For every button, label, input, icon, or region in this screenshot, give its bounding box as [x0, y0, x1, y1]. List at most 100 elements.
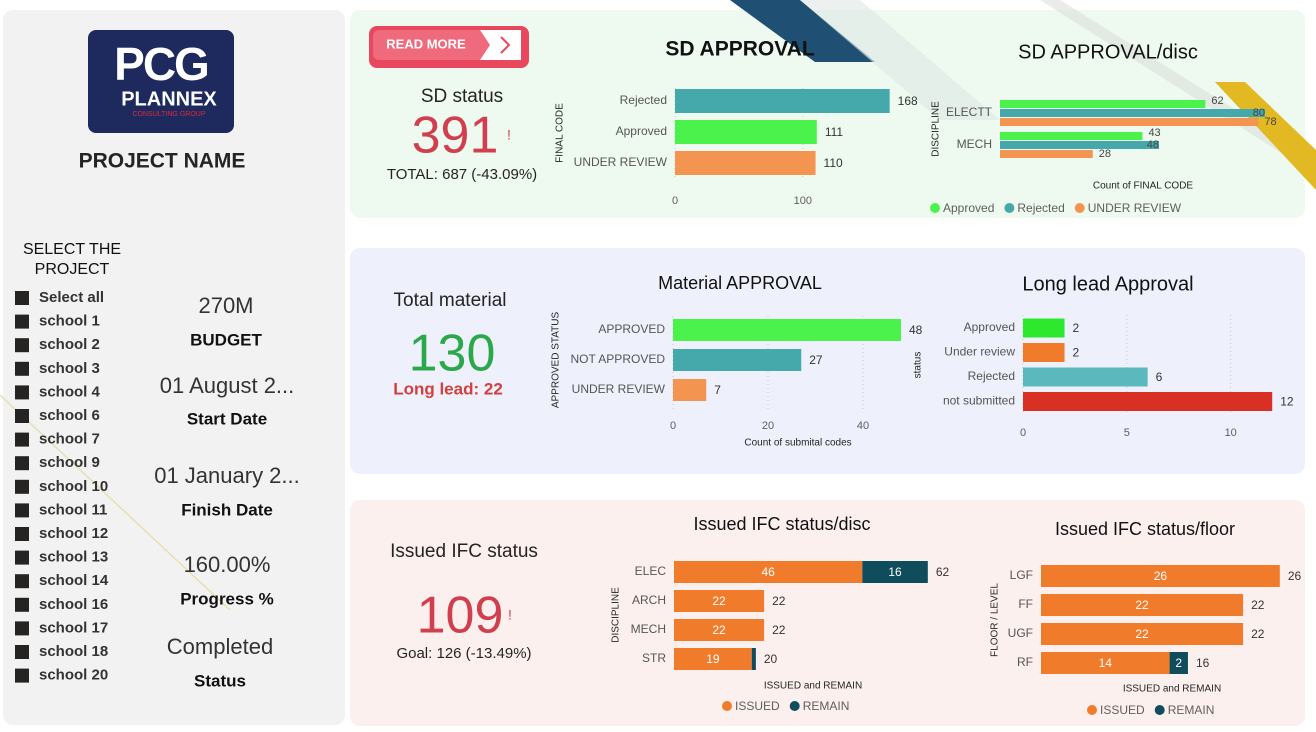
checkbox — [15, 621, 29, 636]
segment-label: 22 — [1135, 598, 1149, 612]
x-tick-label: 5 — [1124, 427, 1130, 439]
value-label: 27 — [809, 353, 823, 367]
segment-label: 19 — [706, 652, 720, 666]
filter-label: school 18 — [39, 643, 108, 660]
value-label: 111 — [825, 125, 844, 139]
y-axis-label: FLOOR / LEVEL — [990, 583, 1001, 657]
bar — [673, 379, 707, 401]
filter-item[interactable]: school 10 — [15, 478, 108, 495]
category-label: UGF — [1008, 626, 1033, 640]
filter-item[interactable]: school 1 — [15, 313, 100, 330]
category-label: LGF — [1010, 568, 1033, 582]
bar-segment — [1041, 594, 1244, 616]
filter-item[interactable]: school 17 — [15, 619, 108, 636]
x-tick-label: 100 — [794, 195, 812, 207]
read-more-button[interactable]: READ MORE — [369, 26, 529, 68]
x-axis-label: Count of submital codes — [744, 438, 851, 449]
bar-segment — [674, 648, 752, 670]
kpi-label: Status — [194, 671, 246, 690]
button-face — [373, 30, 521, 60]
filter-label: school 11 — [39, 501, 107, 518]
value-label: 78 — [1264, 116, 1276, 128]
bar — [1000, 100, 1206, 108]
filter-item[interactable]: school 2 — [15, 336, 100, 353]
category-label: Under review — [944, 345, 1015, 359]
bar — [1000, 132, 1143, 140]
filter-item[interactable]: school 3 — [15, 360, 100, 377]
chart: Issued IFC status/disc DISCIPLINE ISSUED a… — [611, 514, 950, 713]
filter-item[interactable]: school 16 — [15, 596, 108, 613]
filter-title: PROJECT — [35, 261, 110, 278]
filter-item[interactable]: Select all — [15, 289, 104, 306]
filter-item[interactable]: school 20 — [15, 667, 108, 684]
value-label: 43 — [1148, 127, 1160, 139]
card-sd — [350, 10, 1305, 218]
filter-item[interactable]: school 9 — [15, 454, 100, 471]
filter-item[interactable]: school 13 — [15, 549, 108, 566]
bar — [675, 89, 890, 113]
card-detail: Goal: 126 (-13.49%) — [396, 645, 531, 662]
segment-label: 16 — [888, 565, 902, 579]
filter-item[interactable]: school 4 — [15, 383, 101, 400]
filter-item[interactable]: school 12 — [15, 525, 108, 542]
segment-label: 2 — [1175, 656, 1182, 670]
bar-segment — [674, 619, 765, 641]
project-filter: Select all school 1 school 2 school 3 school… — [15, 289, 109, 684]
filter-item[interactable]: school 18 — [15, 643, 108, 660]
kpi-label: Progress % — [180, 589, 274, 608]
filter-item[interactable]: school 14 — [15, 572, 109, 589]
checkbox — [15, 503, 29, 518]
bar-segment — [674, 590, 765, 612]
chart-title: SD APPROVAL — [665, 38, 815, 61]
checkbox — [15, 479, 29, 494]
filter-label: school 12 — [39, 525, 108, 542]
value-label: 110 — [824, 156, 843, 170]
legend-label: Approved — [943, 201, 994, 215]
kpi-value: 160.00% — [184, 552, 271, 577]
filter-label: school 6 — [39, 407, 100, 424]
checkbox — [15, 597, 29, 612]
x-tick-label: 0 — [672, 195, 678, 207]
kpi-label: Start Date — [187, 409, 267, 428]
decor-line — [0, 394, 231, 611]
legend-marker — [722, 701, 732, 711]
total-label: 62 — [936, 565, 950, 579]
chart-title: SD APPROVAL/disc — [1018, 41, 1198, 63]
kpi-value: Completed — [167, 634, 273, 659]
logo-name: PLANNEX — [121, 88, 217, 110]
chart: Long lead Approval status 0 5 10 Approved Unde… — [913, 273, 1294, 439]
y-axis-label: FINAL CODE — [555, 103, 566, 163]
filter-item[interactable]: school 6 — [15, 407, 100, 424]
card-flag: ! — [507, 127, 511, 143]
total-label: 22 — [1251, 627, 1265, 641]
card-value: 391 — [412, 107, 499, 165]
bar — [1000, 118, 1259, 126]
bar-segment — [1041, 623, 1244, 645]
filter-label: school 13 — [39, 549, 108, 566]
category-label: UNDER REVIEW — [574, 155, 668, 169]
chevron-icon — [500, 36, 511, 54]
bar-segment — [1041, 565, 1280, 587]
filter-label: school 9 — [39, 454, 100, 471]
kpi-label: BUDGET — [190, 330, 262, 349]
legend-label: UNDER REVIEW — [1088, 201, 1182, 215]
decor-stripe — [800, 0, 1000, 120]
legend-marker — [789, 701, 800, 711]
value-label: 48 — [1147, 139, 1159, 151]
category-label: Rejected — [968, 369, 1015, 383]
legend-marker — [1087, 705, 1097, 715]
total-label: 16 — [1196, 656, 1210, 670]
bar — [1023, 392, 1273, 411]
bar-segment — [1041, 652, 1170, 674]
filter-item[interactable]: school 7 — [15, 431, 100, 448]
category-label: MECH — [957, 137, 992, 151]
card-title: Issued IFC status — [390, 541, 538, 562]
value-label: 48 — [909, 323, 923, 337]
checkbox — [15, 361, 29, 376]
value-label: 12 — [1280, 395, 1294, 409]
bar-segment — [1169, 652, 1188, 674]
decor-stripe — [730, 0, 875, 62]
filter-item[interactable]: school 11 — [15, 501, 107, 518]
bar — [675, 120, 817, 144]
filter-label: school 10 — [39, 478, 108, 495]
